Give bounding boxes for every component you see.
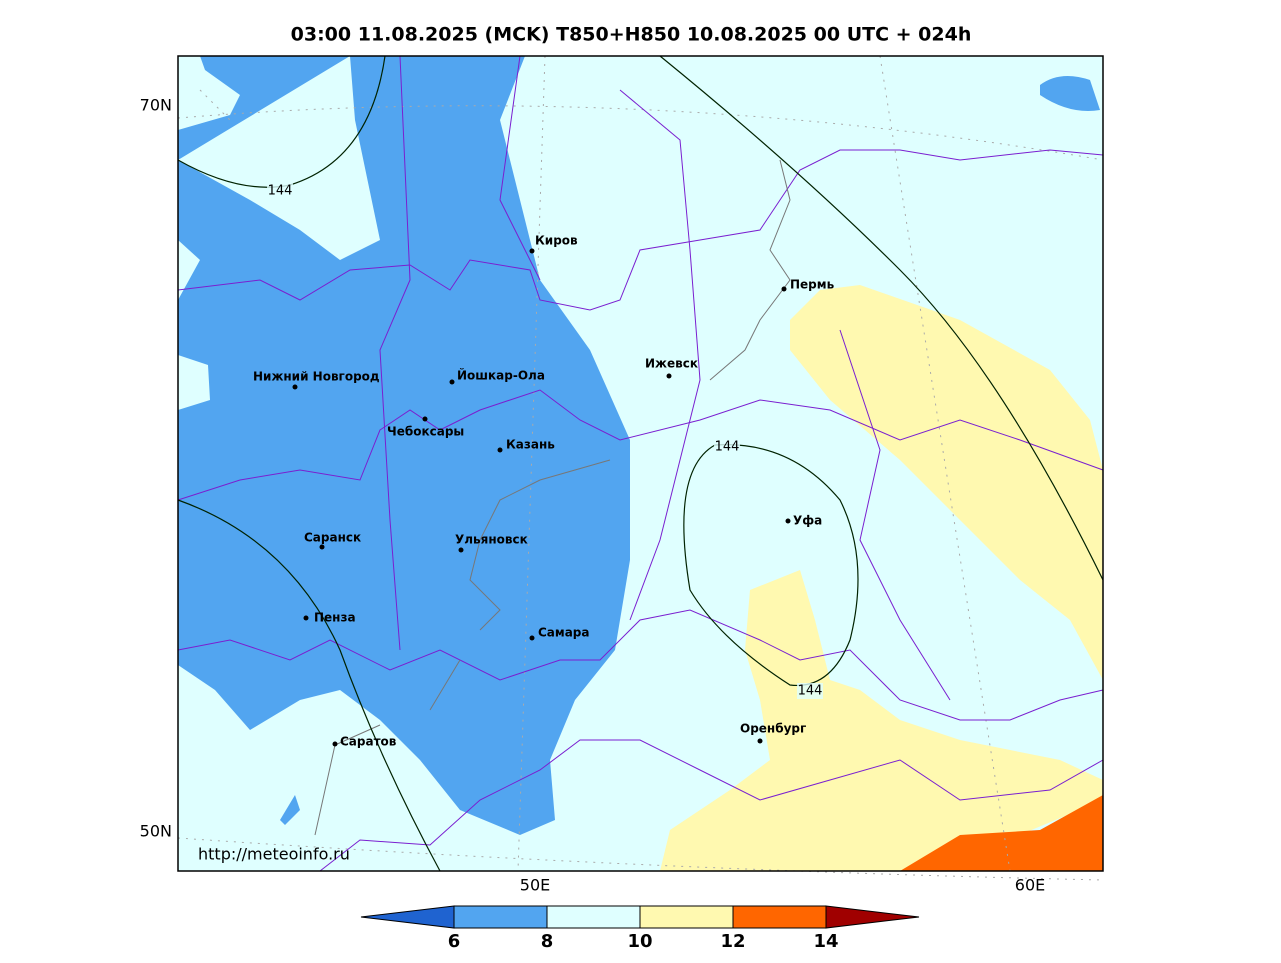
city-label: Пермь — [790, 278, 835, 292]
city-label: Йошкар-Ола — [457, 368, 545, 383]
city-marker — [332, 741, 338, 747]
city-marker — [458, 547, 464, 553]
city-marker — [449, 379, 455, 385]
city-label: Саратов — [340, 735, 397, 749]
lon-label: 60E — [1015, 876, 1045, 895]
city-marker — [303, 615, 309, 621]
city-marker — [666, 373, 672, 379]
colorbar-low — [360, 905, 455, 929]
city-marker — [422, 416, 428, 422]
lat-label: 70N — [140, 96, 172, 115]
city-label: Чебоксары — [387, 425, 464, 439]
lat-label: 50N — [140, 822, 172, 841]
temp-12-region — [660, 285, 1103, 871]
city-label: Казань — [506, 438, 555, 452]
city-marker — [781, 286, 787, 292]
title: 03:00 11.08.2025 (MCK) T850+H850 10.08.2… — [291, 24, 972, 46]
colorbar-tick-label: 12 — [720, 931, 745, 952]
colorbar-tick-label: 8 — [541, 931, 554, 952]
map — [177, 55, 1104, 881]
city-label: Саранск — [304, 531, 361, 545]
city-label: Оренбург — [740, 722, 806, 736]
city-label: Уфа — [793, 514, 822, 528]
contour-label-bg — [267, 183, 293, 199]
colorbar-tick-label: 6 — [448, 931, 461, 952]
city-marker — [319, 544, 325, 550]
isolines — [177, 55, 1104, 872]
url: http://meteoinfo.ru — [198, 845, 350, 864]
city-label: Нижний Новгород — [253, 370, 380, 384]
contour-label: 144 — [268, 184, 293, 199]
colorbar-segment — [639, 905, 734, 929]
city-marker — [529, 248, 535, 254]
colorbar-tick-label: 14 — [813, 931, 838, 952]
temp-14-region — [900, 795, 1103, 871]
city-marker — [497, 447, 503, 453]
graticule — [177, 55, 1104, 881]
rivers — [314, 159, 791, 836]
colorbar-high — [825, 905, 920, 929]
lon-label: 50E — [520, 876, 550, 895]
region-borders — [177, 55, 1104, 872]
contour-label-bg — [797, 683, 823, 699]
colorbar-tick-label: 10 — [627, 931, 652, 952]
city-label: Ульяновск — [455, 533, 528, 547]
city-label: Самара — [538, 626, 590, 640]
contour-label: 144 — [715, 440, 740, 455]
city-label: Киров — [535, 234, 578, 248]
city-marker — [529, 635, 535, 641]
city-marker — [292, 384, 298, 390]
frame — [177, 55, 1104, 872]
city-label: Пенза — [314, 611, 356, 625]
contour-label: 144 — [798, 684, 823, 699]
colorbar-segment — [453, 905, 548, 929]
contour-label-bg — [714, 439, 740, 455]
temp-8-region — [178, 56, 630, 835]
city-marker — [757, 738, 763, 744]
colorbar-segment — [732, 905, 827, 929]
city-marker — [785, 518, 791, 524]
colorbar-segment — [546, 905, 641, 929]
city-label: Ижевск — [645, 357, 698, 371]
